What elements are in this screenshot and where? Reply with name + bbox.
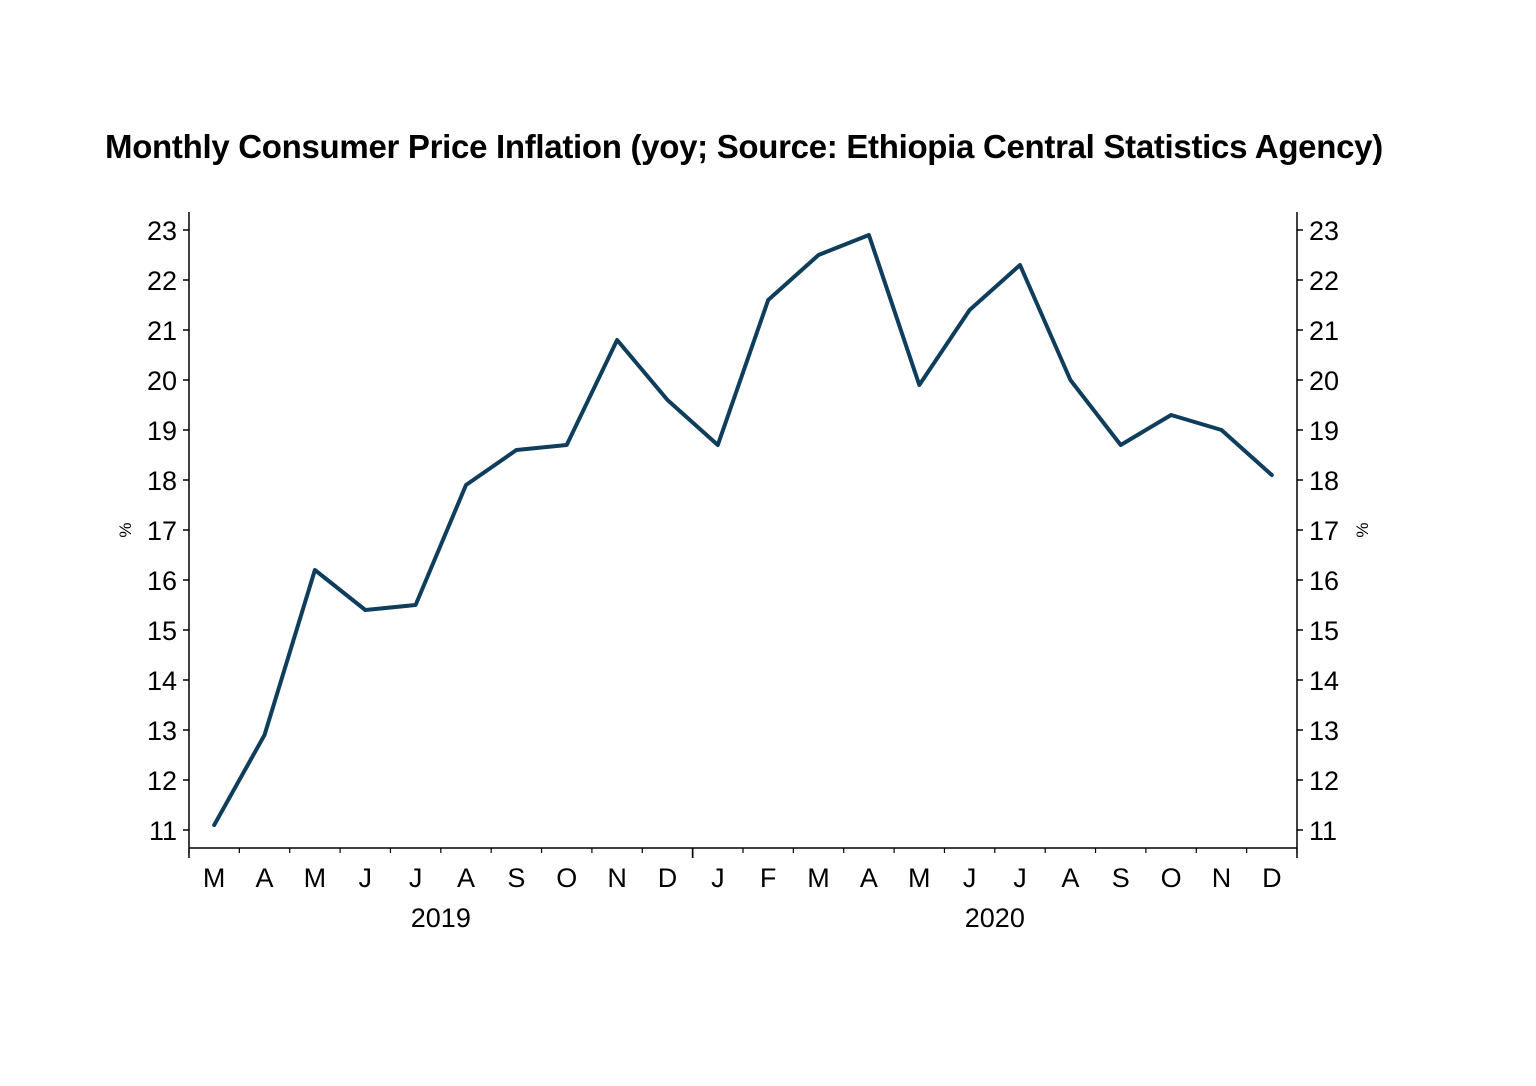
y-tick-label-right: 21	[1309, 316, 1339, 346]
x-tick-label: A	[256, 863, 274, 893]
y-tick-label-right: 18	[1309, 466, 1339, 496]
y-tick-label-right: 12	[1309, 766, 1339, 796]
x-tick-label: J	[359, 863, 373, 893]
x-tick-label: J	[1013, 863, 1027, 893]
x-tick-label: J	[711, 863, 725, 893]
y-tick-label-left: 13	[147, 716, 177, 746]
x-tick-label: J	[409, 863, 423, 893]
y-tick-label-right: 17	[1309, 516, 1339, 546]
x-tick-label: A	[457, 863, 475, 893]
series-layer	[212, 233, 1274, 827]
y-tick-label-left: 19	[147, 416, 177, 446]
x-tick-label: O	[556, 863, 577, 893]
x-tick-label: D	[658, 863, 678, 893]
y-tick-label-left: 14	[147, 666, 177, 696]
x-tick-label: M	[807, 863, 830, 893]
y-tick-label-left: 16	[147, 566, 177, 596]
y-tick-label-left: 23	[147, 216, 177, 246]
right-y-axis-label: %	[1353, 522, 1372, 537]
x-tick-label: M	[203, 863, 226, 893]
x-tick-label: A	[1061, 863, 1079, 893]
y-tick-label-left: 11	[149, 816, 177, 846]
y-tick-label-left: 12	[147, 766, 177, 796]
x-tick-label: A	[860, 863, 878, 893]
y-tick-label-right: 19	[1309, 416, 1339, 446]
y-tick-label-left: 20	[147, 366, 177, 396]
y-tick-label-right: 16	[1309, 566, 1339, 596]
x-tick-label: F	[760, 863, 777, 893]
y-tick-label-right: 23	[1309, 216, 1339, 246]
y-tick-label-left: 22	[147, 266, 177, 296]
y-tick-label-right: 14	[1309, 666, 1339, 696]
x-year-label: 2019	[411, 903, 471, 933]
x-tick-label: N	[1212, 863, 1232, 893]
y-tick-label-left: 17	[147, 516, 177, 546]
series-line	[212, 233, 1274, 827]
x-tick-label: S	[1112, 863, 1130, 893]
y-tick-label-left: 18	[147, 466, 177, 496]
x-tick-label: S	[507, 863, 525, 893]
x-tick-label: D	[1262, 863, 1282, 893]
y-tick-label-right: 13	[1309, 716, 1339, 746]
x-tick-label: M	[908, 863, 931, 893]
x-year-label: 2020	[965, 903, 1025, 933]
x-tick-label: M	[304, 863, 327, 893]
y-tick-label-right: 11	[1309, 816, 1337, 846]
y-tick-label-left: 15	[147, 616, 177, 646]
x-tick-label: J	[963, 863, 977, 893]
y-tick-label-right: 15	[1309, 616, 1339, 646]
y-tick-label-right: 20	[1309, 366, 1339, 396]
x-tick-label: O	[1161, 863, 1182, 893]
left-y-axis-label: %	[116, 522, 135, 537]
y-tick-label-right: 22	[1309, 266, 1339, 296]
chart-title: Monthly Consumer Price Inflation (yoy; S…	[105, 128, 1383, 165]
y-tick-label-left: 21	[147, 316, 177, 346]
x-tick-label: N	[607, 863, 627, 893]
